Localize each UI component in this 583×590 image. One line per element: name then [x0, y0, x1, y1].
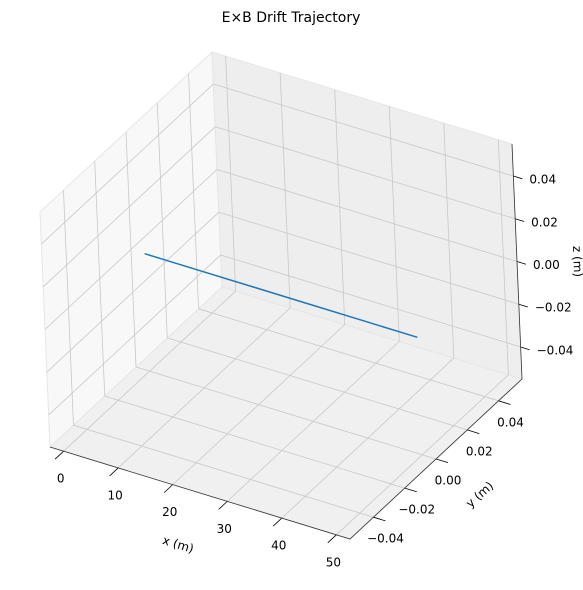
tick-mark — [516, 261, 527, 265]
tick-mark — [54, 450, 64, 460]
x-axis-label: x (m) — [161, 533, 196, 556]
tick-mark — [373, 516, 386, 522]
tick-mark — [498, 400, 511, 405]
y-tick-label: 0.00 — [435, 474, 462, 488]
grid-line — [46, 211, 220, 373]
z-tick-label: −0.02 — [535, 301, 572, 315]
y-axis-label: y (m) — [463, 479, 496, 511]
x-tick-label: 20 — [162, 505, 177, 519]
tick-mark — [404, 487, 417, 493]
trajectory-line — [144, 252, 418, 339]
tick-mark — [327, 534, 337, 544]
tick-mark — [467, 429, 480, 434]
y-tick-label: −0.02 — [398, 503, 435, 517]
tick-mark — [520, 346, 530, 351]
grid-line — [41, 83, 214, 245]
tick-mark — [515, 218, 525, 222]
grid-line — [104, 395, 405, 489]
grid-line — [218, 211, 519, 305]
x-tick-label: 30 — [217, 522, 232, 536]
grid-line — [215, 126, 516, 220]
y-tick-label: 0.02 — [466, 444, 493, 458]
x-tick-label: 0 — [57, 472, 65, 486]
grid-line — [213, 83, 514, 177]
tick-mark — [163, 484, 173, 493]
grid-line — [42, 126, 216, 288]
grid-line — [135, 366, 437, 460]
tick-mark — [435, 458, 449, 464]
tick-mark — [218, 501, 228, 510]
y-tick-label: 0.04 — [497, 415, 524, 429]
grid-line — [198, 308, 499, 402]
grid-line — [44, 169, 218, 330]
z-tick-label: 0.00 — [533, 258, 560, 272]
z-tick-label: −0.04 — [537, 343, 574, 357]
x-tick-label: 40 — [271, 539, 286, 553]
grid-line — [167, 337, 468, 431]
grid-line — [216, 169, 518, 262]
grid-line — [220, 254, 521, 348]
tick-mark — [272, 517, 283, 527]
x-tick-label: 50 — [326, 555, 341, 569]
y-tick-label: −0.04 — [367, 532, 404, 546]
z-tick-label: 0.04 — [529, 173, 556, 187]
x-tick-label: 10 — [108, 488, 123, 502]
grid-line — [48, 254, 221, 416]
tick-mark — [513, 175, 523, 180]
axis-edge — [49, 143, 523, 540]
grid-line — [73, 424, 374, 518]
z-tick-label: 0.02 — [531, 215, 558, 229]
chart-title: E×B Drift Trajectory — [222, 10, 361, 26]
tick-mark — [518, 303, 528, 308]
z-axis-label: z (m) — [570, 246, 583, 278]
tick-mark — [109, 467, 119, 477]
